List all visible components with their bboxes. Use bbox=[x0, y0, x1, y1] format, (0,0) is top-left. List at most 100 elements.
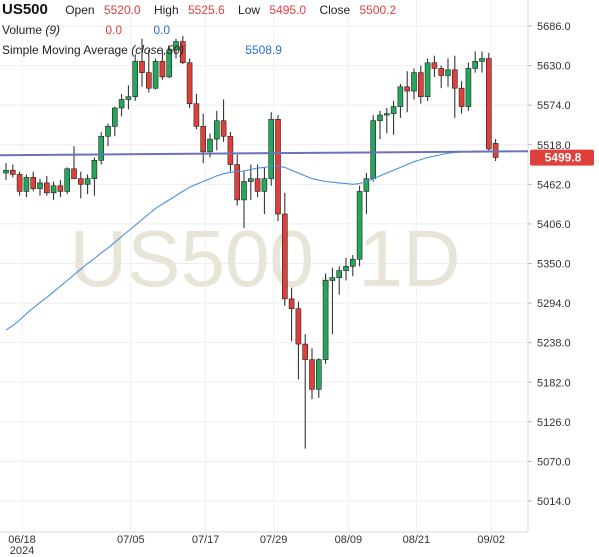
sma-params: (close,50) bbox=[131, 43, 184, 57]
candle bbox=[492, 139, 499, 162]
candle-body bbox=[356, 191, 363, 260]
volume-period: (9) bbox=[45, 23, 61, 37]
candle-body bbox=[37, 182, 43, 189]
candle-body bbox=[336, 270, 343, 278]
candle bbox=[152, 58, 159, 90]
candle-body bbox=[248, 178, 254, 182]
candle bbox=[411, 68, 417, 100]
candle bbox=[451, 55, 458, 118]
candle bbox=[275, 115, 281, 222]
price-axis[interactable]: 5686.0 5630.0 5574.0 5518.0 5462.0 5406.0 5350… bbox=[528, 21, 571, 508]
candle bbox=[302, 334, 309, 449]
candle bbox=[193, 93, 200, 130]
time-tick-label: 07/17 bbox=[192, 534, 220, 546]
candle-body bbox=[139, 61, 145, 73]
candle-body bbox=[281, 213, 288, 300]
candle-body bbox=[370, 120, 377, 179]
candle-body bbox=[3, 169, 9, 174]
candle-body bbox=[220, 120, 227, 137]
candle-body bbox=[472, 61, 479, 69]
candle bbox=[159, 50, 166, 80]
candle-body bbox=[10, 169, 16, 175]
candle-body bbox=[50, 185, 57, 194]
candle-body bbox=[485, 58, 492, 150]
low-label: Low bbox=[238, 3, 261, 17]
price-tick-label: 5238.0 bbox=[537, 338, 571, 350]
horizontal-line[interactable] bbox=[0, 150, 529, 157]
candle bbox=[43, 175, 50, 196]
candle-body bbox=[315, 359, 322, 390]
candle bbox=[322, 273, 329, 364]
candle-body bbox=[424, 62, 431, 97]
candle-body bbox=[383, 113, 390, 116]
candle-body bbox=[302, 343, 309, 360]
candle bbox=[146, 50, 152, 93]
time-tick-label: 09/02 bbox=[477, 534, 505, 546]
candle bbox=[390, 100, 397, 135]
last-price-tag: 5499.8 bbox=[530, 149, 594, 166]
candle bbox=[3, 163, 9, 181]
sma-line bbox=[5, 150, 496, 331]
price-tick-label: 5294.0 bbox=[537, 298, 571, 310]
candle-body bbox=[193, 103, 200, 127]
candle-body bbox=[132, 61, 138, 97]
candle-body bbox=[445, 69, 451, 76]
candle bbox=[254, 164, 261, 198]
candle-body bbox=[295, 308, 302, 345]
time-tick-label: 08/09 bbox=[335, 534, 363, 546]
price-tick-label: 5462.0 bbox=[537, 179, 571, 191]
candle-body bbox=[152, 61, 159, 89]
candle-body bbox=[173, 41, 179, 51]
price-tick-label: 5350.0 bbox=[537, 259, 571, 271]
price-tick-label: 5518.0 bbox=[537, 140, 571, 152]
candle-body bbox=[411, 72, 417, 92]
candle bbox=[118, 93, 125, 117]
candle bbox=[112, 106, 118, 137]
candle-body bbox=[159, 61, 166, 78]
candle bbox=[431, 55, 438, 77]
high-value: 5525.6 bbox=[188, 3, 225, 17]
candle-body bbox=[84, 178, 91, 185]
candle bbox=[349, 255, 356, 277]
candle bbox=[30, 171, 37, 192]
candle-body bbox=[458, 87, 465, 107]
candle-body bbox=[234, 164, 240, 201]
candle bbox=[241, 171, 247, 229]
sma-value: 5508.9 bbox=[245, 43, 282, 57]
candle bbox=[227, 132, 234, 172]
candle bbox=[10, 164, 16, 178]
candle bbox=[180, 35, 186, 65]
candle-body bbox=[30, 176, 37, 189]
candle-body bbox=[390, 106, 397, 114]
candle bbox=[343, 257, 349, 281]
candle-body bbox=[397, 86, 404, 107]
candle-body bbox=[98, 135, 104, 161]
price-tick-label: 5014.0 bbox=[537, 496, 571, 508]
time-tick-year: 2024 bbox=[10, 545, 34, 557]
volume-value-b: 0.0 bbox=[153, 23, 171, 37]
candle-body bbox=[322, 280, 329, 360]
candle-body bbox=[241, 181, 247, 201]
candle bbox=[139, 38, 145, 87]
candle bbox=[295, 301, 302, 380]
price-tick-label: 5630.0 bbox=[537, 61, 571, 73]
high-label: High bbox=[153, 3, 179, 17]
candle-body bbox=[288, 298, 295, 310]
last-price-tag-bg bbox=[530, 149, 594, 166]
candle bbox=[214, 110, 220, 151]
candle bbox=[50, 181, 57, 200]
candle-body bbox=[125, 96, 132, 100]
candle bbox=[472, 51, 479, 73]
candle-body bbox=[343, 266, 349, 271]
candle bbox=[424, 58, 431, 101]
candle bbox=[438, 65, 445, 89]
symbol-name[interactable]: US500 bbox=[2, 1, 48, 18]
candle-body bbox=[254, 178, 261, 192]
candle-body bbox=[71, 168, 77, 179]
time-tick-label: 06/18 bbox=[8, 534, 36, 546]
candle-body bbox=[349, 258, 356, 267]
price-tick-label: 5126.0 bbox=[537, 417, 571, 429]
candle-body bbox=[207, 138, 213, 153]
